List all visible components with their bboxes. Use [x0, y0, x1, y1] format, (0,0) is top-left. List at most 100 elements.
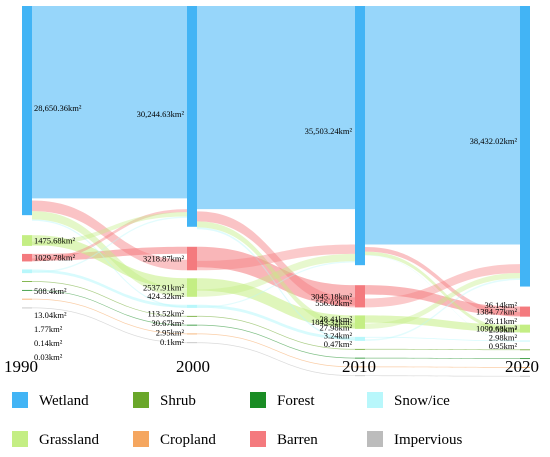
- node-forest-2000: [187, 324, 197, 326]
- legend-label-cropland: Cropland: [160, 432, 216, 448]
- flow-snow-ice-to-wetland-1990-2000: [32, 216, 187, 274]
- label-barren-2010: 3045.18km²: [311, 291, 352, 301]
- label-grassland-2010: 1843.32km²: [311, 317, 352, 327]
- flow-wetland-to-snow-ice-2010-2020: [365, 255, 520, 342]
- node-wetland-1990: [22, 6, 32, 216]
- year-label-2010: 2010: [342, 357, 376, 376]
- flow-wetland-2010-2020: [365, 6, 520, 245]
- year-axis-labels: 1990 2000 2010 2020: [4, 357, 539, 376]
- flow-impervious-1990-2000: [32, 307, 187, 344]
- label-wetland-2020: 38,432.02km²: [470, 136, 518, 146]
- label-forest-2000: 30.67km²: [151, 318, 184, 328]
- node-barren-2020: [520, 306, 530, 317]
- node-snow-ice-2000: [187, 304, 197, 308]
- flow-barren-2010-2020: [365, 285, 520, 316]
- flow-forest-1990-2000: [32, 289, 187, 326]
- node-shrub-1990: [22, 281, 32, 282]
- legend-label-shrub: Shrub: [160, 393, 196, 409]
- node-barren-2010: [355, 285, 365, 308]
- flow-snow-ice-2010-2020: [365, 336, 520, 342]
- flow-forest-2000-2010: [197, 324, 355, 359]
- label-barren-2000: 3218.87km²: [143, 254, 184, 264]
- node-cropland-1990: [22, 298, 32, 300]
- label-snow-ice-1990: 508.4km²: [34, 286, 67, 296]
- flow-grassland-2000-2010: [197, 278, 355, 328]
- node-value-labels: 28,650.36km² 1475.68km² 1029.78km² 508.4km²…: [34, 103, 517, 362]
- flow-impervious-2010-2020: [365, 375, 520, 377]
- flow-grassland-to-wetland-1990-2000: [32, 212, 187, 246]
- label-barren-2020: 1384.77km²: [476, 307, 517, 317]
- year-nodes: [22, 6, 530, 377]
- node-impervious-2010: [355, 375, 365, 377]
- flow-barren-to-wetland-2000-2010: [197, 244, 355, 271]
- node-forest-2020: [520, 358, 530, 360]
- label-cropland-2000: 2.95km²: [156, 328, 185, 338]
- legend-swatch-wetland: [12, 392, 28, 408]
- node-grassland-2010: [355, 315, 365, 329]
- label-shrub-2000: 113.52km²: [148, 309, 185, 319]
- flow-wetland-to-grassland-2010-2020: [365, 251, 520, 333]
- flow-wetland-to-grassland-1990-2000: [32, 211, 187, 297]
- label-impervious-2000: 0.1km²: [160, 337, 184, 347]
- label-snow-ice-2000: 424.32km²: [147, 291, 184, 301]
- flow-wetland-to-barren-1990-2000: [32, 200, 187, 271]
- label-wetland-2000: 30,244.63km²: [137, 109, 185, 119]
- flow-links: [32, 6, 520, 377]
- flow-grassland-2010-2020: [365, 315, 520, 332]
- node-snow-ice-2010: [355, 336, 365, 341]
- node-shrub-2010: [355, 348, 365, 350]
- label-shrub-1990: 13.04km²: [34, 310, 67, 320]
- legend-swatch-barren: [250, 431, 266, 447]
- flow-cropland-2010-2020: [365, 366, 520, 368]
- flow-impervious-2000-2010: [197, 342, 355, 377]
- node-grassland-2000: [187, 278, 197, 297]
- node-forest-2010: [355, 357, 365, 359]
- legend-label-barren: Barren: [277, 432, 318, 448]
- label-wetland-1990: 28,650.36km²: [34, 103, 82, 113]
- label-impervious-2020: 0.95km²: [489, 341, 518, 351]
- flow-wetland-to-snow-ice-1990-2000: [32, 219, 187, 308]
- node-snow-ice-1990: [22, 269, 32, 274]
- flow-barren-to-wetland-2010-2020: [365, 264, 520, 308]
- node-impervious-2000: [187, 342, 197, 344]
- node-wetland-2010: [355, 6, 365, 266]
- flow-cropland-2000-2010: [197, 333, 355, 368]
- legend-swatch-snow-ice: [367, 392, 383, 408]
- legend-swatch-impervious: [367, 431, 383, 447]
- label-impervious-2010: 0.47km²: [324, 339, 353, 349]
- node-wetland-2020: [520, 6, 530, 287]
- flow-forest-2010-2020: [365, 357, 520, 359]
- label-shrub-2010: 28.41km²: [319, 314, 352, 324]
- legend-label-impervious: Impervious: [394, 432, 462, 448]
- label-impervious-1990: 0.03km²: [34, 352, 63, 362]
- label-forest-2010: 27.98km²: [319, 322, 352, 332]
- node-forest-1990: [22, 289, 32, 291]
- legend-swatch-grassland: [12, 431, 28, 447]
- node-snow-ice-2020: [520, 340, 530, 342]
- label-forest-2020: 2.59km²: [489, 324, 518, 334]
- legend-label-wetland: Wetland: [39, 393, 89, 409]
- label-forest-1990: 1.77km²: [34, 324, 63, 334]
- flow-cropland-1990-2000: [32, 298, 187, 335]
- label-shrub-2020: 26.11km²: [485, 316, 518, 326]
- flow-grassland-to-wetland-2010-2020: [365, 273, 520, 329]
- label-grassland-1990: 1475.68km²: [34, 236, 75, 246]
- flow-snow-ice-to-wetland-2010-2020: [365, 278, 520, 341]
- flow-shrub-1990-2000: [32, 281, 187, 317]
- label-cropland-2020: 2.98km²: [489, 333, 518, 343]
- legend-label-forest: Forest: [277, 393, 315, 409]
- legend-swatch-cropland: [133, 431, 149, 447]
- flow-wetland-to-grassland-2000-2010: [197, 221, 355, 329]
- flow-wetland-to-barren-2000-2010: [197, 211, 355, 308]
- node-cropland-2000: [187, 333, 197, 335]
- flow-snow-ice-to-wetland-2000-2010: [197, 261, 355, 308]
- node-shrub-2000: [187, 315, 197, 317]
- flow-shrub-2010-2020: [365, 348, 520, 351]
- label-cropland-2010: 3.24km²: [324, 331, 353, 341]
- legend-swatch-shrub: [133, 392, 149, 408]
- year-label-2020: 2020: [505, 357, 539, 376]
- node-impervious-1990: [22, 307, 32, 309]
- label-barren-1990: 1029.78km²: [34, 253, 75, 263]
- year-label-1990: 1990: [4, 357, 38, 376]
